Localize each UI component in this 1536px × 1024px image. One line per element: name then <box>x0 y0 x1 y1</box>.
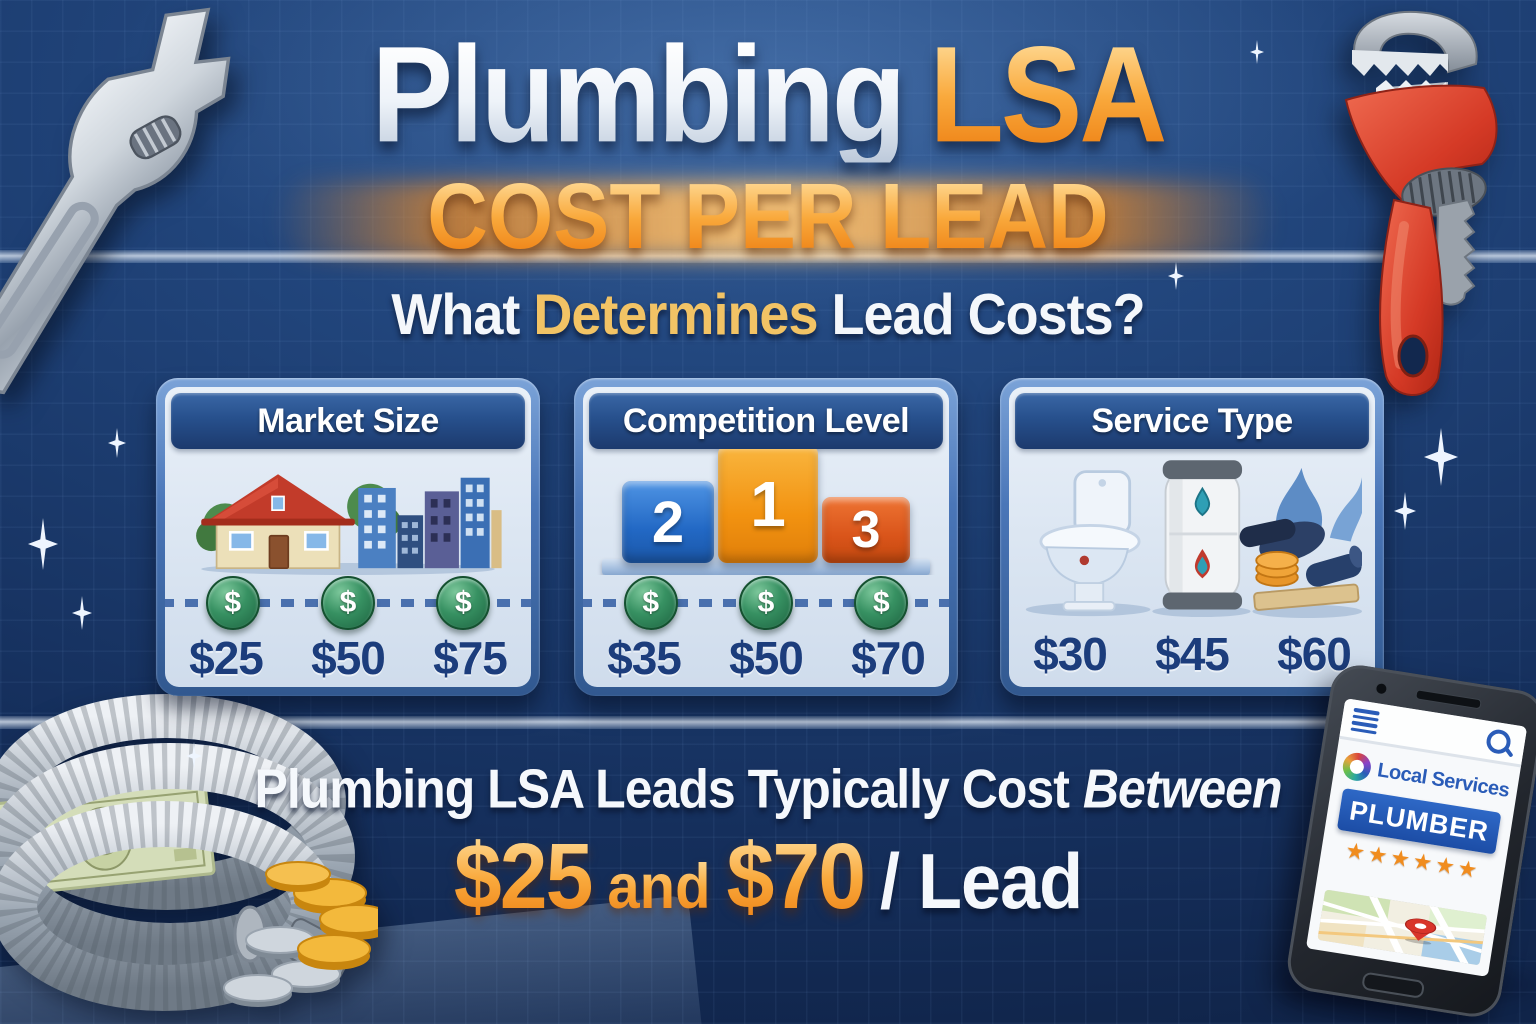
price-value: $35 <box>607 632 682 684</box>
sparkle-icon <box>28 518 58 570</box>
dollar-coin-icon: $ <box>205 576 260 630</box>
toilet-waterheater-pipes-icon <box>1025 460 1362 618</box>
page-title: Plumbing LSA <box>0 26 1536 163</box>
summary-emphasis: Between <box>1082 758 1283 820</box>
summary-price-low: $25 <box>454 824 593 931</box>
blueprint-band-bottom <box>0 716 1536 729</box>
phone-speaker <box>1415 689 1482 710</box>
price-value: $70 <box>851 632 926 684</box>
local-services-logo-icon <box>1340 750 1373 783</box>
summary-conjunction: and <box>607 852 711 923</box>
title-block: Plumbing LSA COST PER LEAD <box>0 26 1536 262</box>
map-illustration <box>1317 889 1488 966</box>
dollar-coin-icon: $ <box>854 576 909 630</box>
adjustable-wrench-icon <box>0 7 231 395</box>
price-value: $25 <box>189 632 264 684</box>
card-title: Service Type <box>1015 393 1369 449</box>
phone-screen: Local Services PLUMBER ★★★★★★ <box>1305 698 1528 977</box>
service-type-illustration <box>1009 449 1375 621</box>
sparkle-icon <box>72 596 92 630</box>
summary-line1: Plumbing LSA Leads Typically Cost Between <box>254 758 1283 820</box>
sparkle-icon <box>1394 492 1416 530</box>
ranking-podium-illustration: 2 1 3 <box>583 449 949 575</box>
podium-icon: 2 1 3 <box>602 449 930 575</box>
summary-price-high: $70 <box>727 824 866 931</box>
house-buildings-icon <box>196 474 502 575</box>
page-subtitle: COST PER LEAD <box>427 164 1109 268</box>
price-row: $35 $50 $70 <box>583 629 949 687</box>
card-title: Market Size <box>171 393 525 449</box>
title-word-lsa: LSA <box>929 18 1167 171</box>
price-value: $60 <box>1277 628 1352 680</box>
card-title: Competition Level <box>589 393 943 449</box>
podium-rank-3: 3 <box>822 497 910 563</box>
adjustable-wrench-illustration <box>0 0 325 415</box>
dollar-coin-icon: $ <box>320 576 375 630</box>
map-pin-icon <box>1404 918 1437 941</box>
toilet-icon <box>1039 470 1141 612</box>
price-value: $50 <box>311 632 386 684</box>
summary-line2: $25 and $70 / Lead <box>0 824 1536 931</box>
coin-dotted-line: $ $ $ <box>165 576 531 630</box>
question-accent: Determines <box>533 283 818 347</box>
card-service-type: Service Type <box>1000 378 1384 696</box>
podium-platform <box>602 559 930 575</box>
card-competition-level: Competition Level 2 1 3 $ $ $ $35 $50 $7… <box>574 378 958 696</box>
sparkle-icon <box>1424 428 1458 486</box>
dollar-coin-icon: $ <box>623 576 678 630</box>
search-icon <box>1484 727 1513 756</box>
price-row: $30 $45 $60 <box>1009 621 1375 687</box>
pipe-wrench-illustration <box>1316 2 1516 410</box>
price-value: $45 <box>1155 628 1230 680</box>
smartphone-illustration: Local Services PLUMBER ★★★★★★ <box>1283 661 1536 1021</box>
podium-rank-1: 1 <box>718 449 818 563</box>
pipe-wrench-icon <box>1344 10 1498 396</box>
card-market-size: Market Size <box>156 378 540 696</box>
orange-glow-streak <box>275 182 1275 258</box>
question-heading: What Determines Lead Costs? <box>391 283 1145 347</box>
house-buildings-illustration <box>165 449 531 575</box>
map-view <box>1317 889 1488 966</box>
title-word-plumbing: Plumbing <box>371 18 907 171</box>
hose-money-coins-icon <box>0 694 378 1011</box>
coin-dotted-line: $ $ $ <box>583 576 949 630</box>
pipes-pile-icon <box>1239 467 1362 611</box>
summary-per-lead: / Lead <box>880 839 1083 926</box>
coins <box>223 861 378 1007</box>
price-row: $25 $50 $75 <box>165 629 531 687</box>
price-value: $30 <box>1033 628 1108 680</box>
price-value: $75 <box>433 632 508 684</box>
hose-and-money-illustration <box>0 684 378 1022</box>
menu-icon <box>1350 707 1380 738</box>
dollar-coin-icon: $ <box>738 576 793 630</box>
phone-camera <box>1374 681 1389 696</box>
price-value: $50 <box>729 632 804 684</box>
dollar-coin-icon: $ <box>436 576 491 630</box>
sparkle-icon <box>108 428 126 458</box>
water-heater-icon <box>1162 460 1243 610</box>
podium-rank-2: 2 <box>622 481 714 563</box>
phone-home-button <box>1361 971 1426 999</box>
